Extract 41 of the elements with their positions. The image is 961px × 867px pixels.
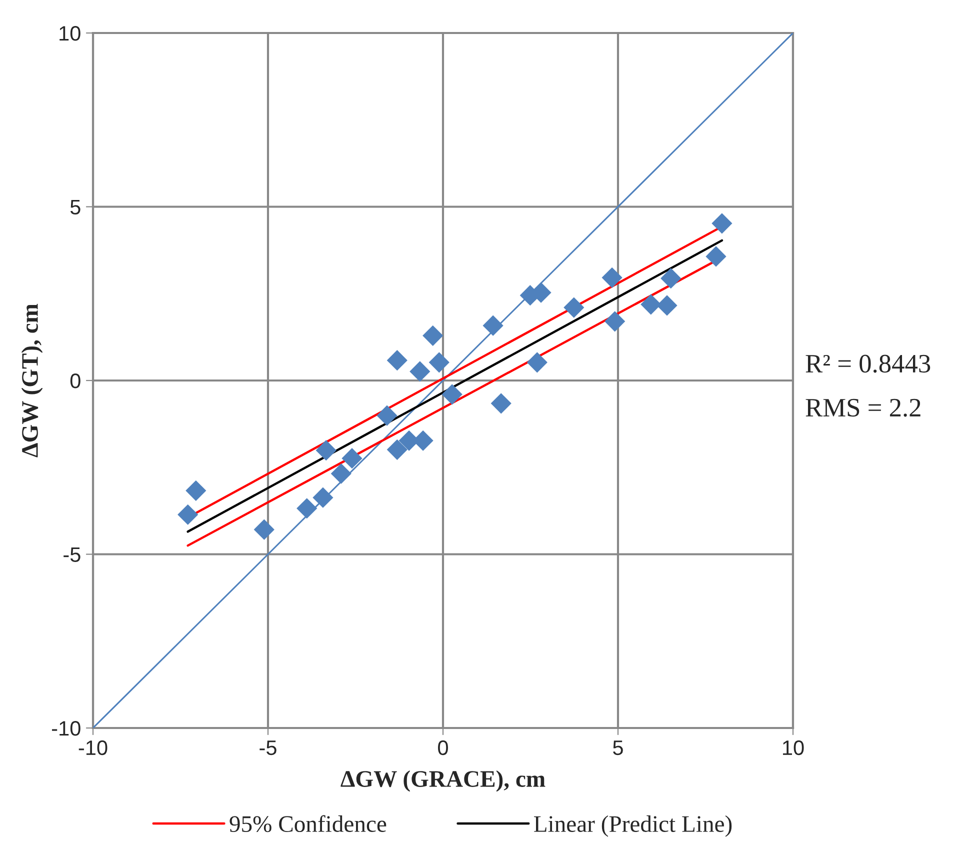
point [712, 213, 732, 234]
legend-label: Linear (Predict Line) [534, 815, 732, 837]
point [316, 440, 336, 461]
y-tick-label: 0 [70, 374, 80, 388]
point [254, 519, 274, 540]
legend-label: 95% Confidence [230, 815, 386, 832]
point [640, 294, 662, 315]
point [490, 393, 512, 414]
x-tick-label: -5 [260, 740, 276, 756]
y-tick-label: -10 [52, 721, 80, 736]
point [706, 246, 726, 267]
point [186, 480, 206, 501]
point [330, 463, 352, 484]
y-tick-label: -5 [64, 547, 80, 562]
x-tick-label: 10 [783, 740, 804, 756]
point [602, 267, 622, 288]
point [386, 350, 408, 371]
point [342, 448, 362, 469]
point [428, 352, 450, 373]
text: RMS = 2.2 [806, 398, 920, 417]
point [660, 268, 682, 289]
point [178, 504, 198, 525]
point [312, 487, 334, 508]
text: R² = 0.8443 [806, 354, 930, 373]
point [482, 315, 504, 336]
y-tick-label: 5 [70, 200, 80, 215]
x-axis-title: ΔGW (GRACE), cm [340, 770, 546, 792]
point [526, 352, 548, 373]
point [656, 295, 678, 316]
point [410, 361, 430, 382]
x-tick-label: 5 [613, 740, 623, 756]
point [422, 325, 444, 346]
point [564, 297, 584, 318]
point [604, 311, 626, 332]
point [442, 384, 462, 405]
x-tick-label: 0 [438, 740, 448, 756]
point [386, 439, 408, 460]
point [376, 405, 398, 426]
y-axis-title: ΔGW (GT), cm [21, 304, 43, 458]
point [296, 498, 318, 519]
y-tick-label: 10 [60, 26, 80, 41]
